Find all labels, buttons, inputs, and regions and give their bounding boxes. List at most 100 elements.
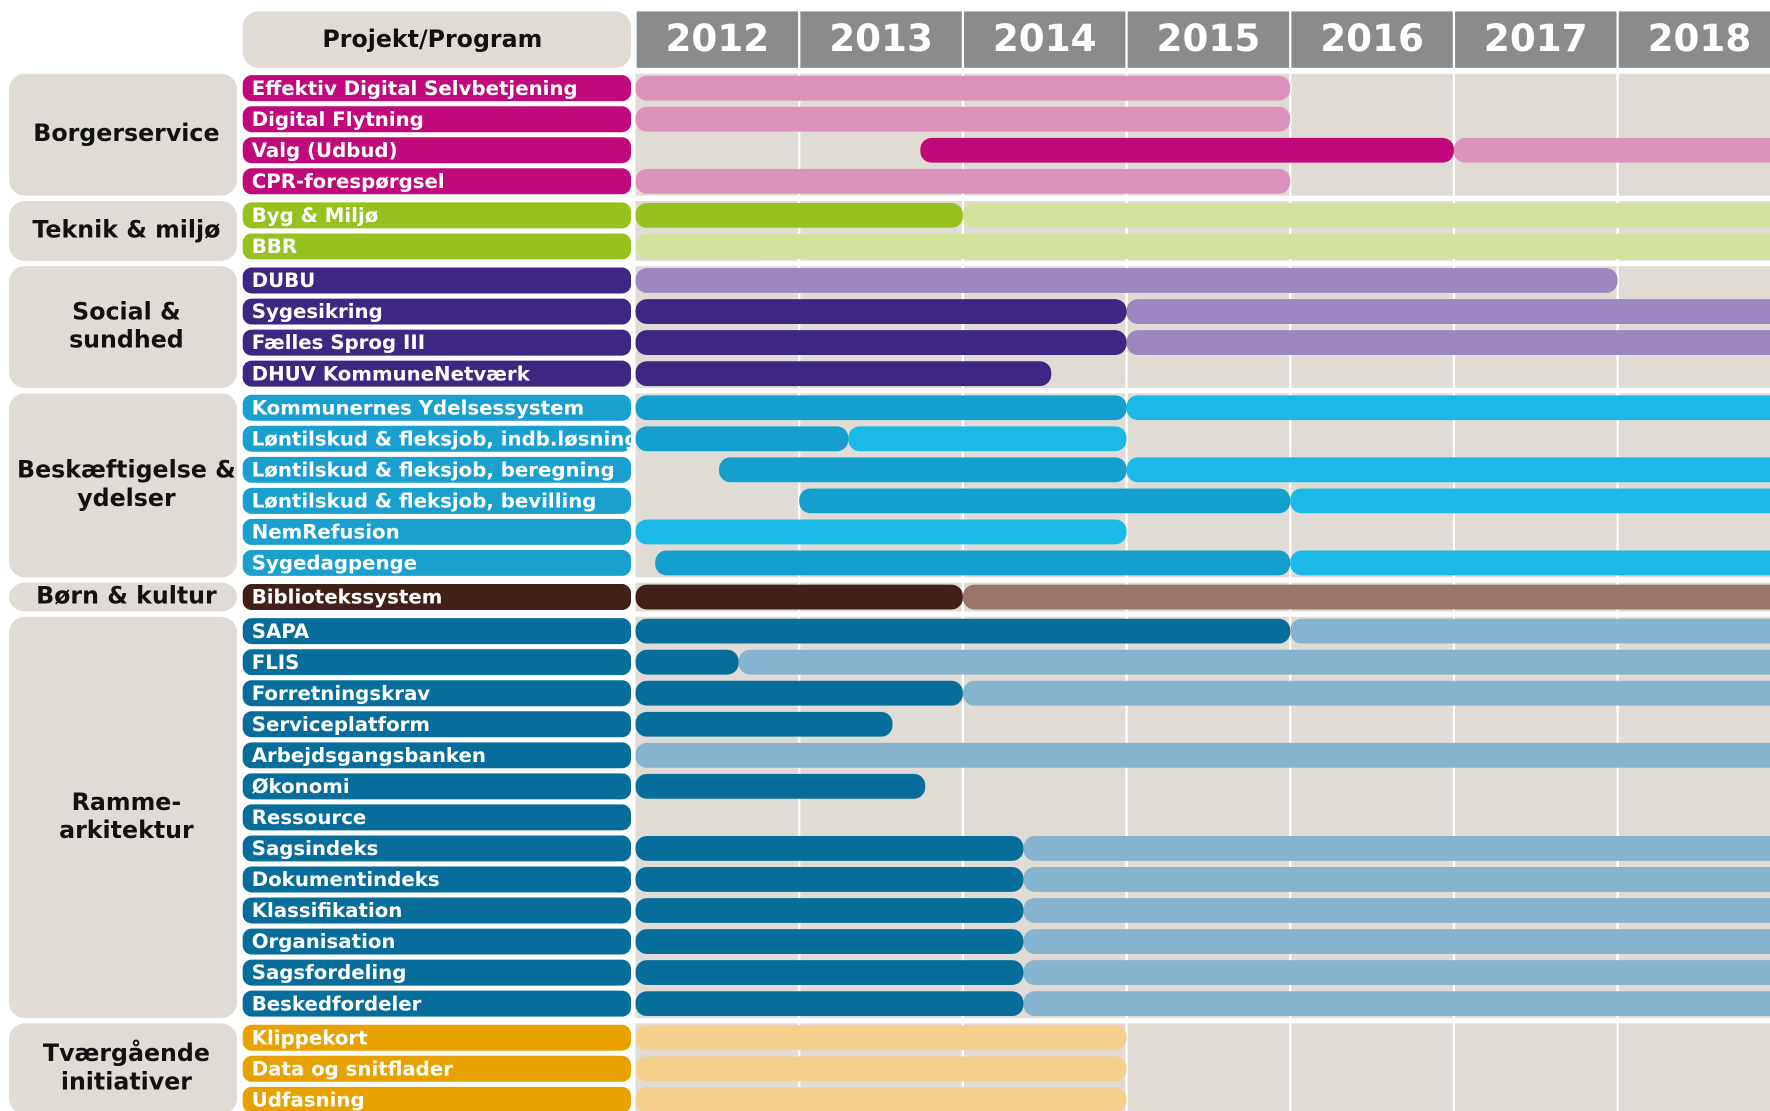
task-pill [242,959,632,986]
year-header [1618,11,1770,68]
year-label: 2018 [1648,16,1752,60]
phase-bar [1290,550,1770,576]
phase-bar [1023,929,1770,954]
task-pill [242,649,632,676]
group-label: Borgerservice [33,119,219,147]
task-pill [242,202,632,229]
header-box [242,11,632,68]
year-label: 2012 [666,16,770,60]
task-pill [242,456,632,483]
phase-bar [635,898,1024,923]
phase-bar [635,680,963,706]
task-label: BBR [252,235,297,258]
task-label: Organisation [252,930,396,953]
phase-bar [1023,991,1770,1017]
task-pill [242,711,632,738]
phase-bar [635,299,1127,324]
task-label: Beskedfordeler [252,992,422,1015]
phase-bar [1023,898,1770,923]
group-label: Børn & kultur [36,582,217,610]
task-pill [242,329,632,356]
group-label: Beskæftigelse & [17,456,236,484]
timeline-band [635,616,1770,1019]
task-pill [242,168,632,195]
task-label: SAPA [252,620,310,643]
year-label: 2016 [1320,16,1424,60]
phase-bar [635,1025,1127,1051]
group-panel [9,393,238,578]
phase-bar [1126,395,1770,421]
task-label: Digital Flytning [252,108,424,131]
phase-bar [635,168,1291,194]
phase-bar [635,268,1618,293]
phase-bar [635,584,963,610]
phase-bar [962,584,1770,610]
year-label: 2014 [993,16,1097,60]
task-label: Data og snitflader [252,1057,453,1080]
task-pill [242,137,632,164]
task-label: Effektiv Digital Selvbetjening [252,77,578,100]
group-label: sundhed [69,326,184,354]
task-label: Sygesikring [252,300,383,323]
year-header [800,11,962,68]
phase-bar [719,457,1127,483]
task-label: DHUV KommuneNetværk [252,362,531,385]
phase-bar [635,867,1024,892]
task-label: Udfasning [252,1088,365,1111]
phase-bar [1023,836,1770,861]
task-pill [242,680,632,707]
task-label: Økonomi [252,775,350,798]
task-pill [242,773,632,800]
phase-bar [635,395,1127,421]
task-label: Dokumentindeks [252,868,440,891]
phase-bar [799,488,1291,514]
phase-bar [962,680,1770,706]
phase-bar [1126,330,1770,356]
phase-bar [635,330,1127,356]
group-panel [9,1023,238,1111]
phase-bar [848,426,1127,452]
phase-bar [635,836,1024,861]
task-pill [242,618,632,645]
task-label: Valg (Udbud) [252,139,398,162]
task-pill [242,804,632,831]
group-label: initiativer [61,1067,192,1095]
phase-bar [962,202,1770,228]
phase-bar [635,1087,1127,1111]
phase-bar [738,649,1770,675]
task-label: FLIS [252,651,300,674]
phase-bar [635,960,1024,986]
task-pill [242,1055,632,1082]
task-pill [242,75,632,102]
phase-bar [635,202,963,228]
group-panel [9,266,238,389]
task-pill [242,1024,632,1051]
task-pill [242,1086,632,1111]
phase-bar [1453,137,1770,163]
task-pill [242,267,632,294]
group-panel [9,616,238,1019]
phase-bar [1290,618,1770,644]
group-panel [9,73,238,196]
task-pill [242,425,632,452]
group-label: arkitektur [59,816,194,844]
group-label: Ramme- [72,788,182,816]
phase-bar [635,711,893,737]
year-label: 2013 [829,16,933,60]
task-label: Sygedagpenge [252,552,417,575]
task-pill [242,549,632,576]
year-label: 2017 [1484,16,1588,60]
phase-bar [1126,299,1770,324]
task-pill [242,487,632,514]
phase-bar [635,106,1291,132]
year-header [1455,11,1617,68]
phase-bar [635,742,1770,768]
phase-bar [635,361,1052,387]
task-label: Løntilskud & fleksjob, indb.løsning [252,427,639,450]
phase-bar [1290,488,1770,514]
task-label: Klippekort [252,1026,368,1049]
task-label: Bibliotekssystem [252,586,443,609]
task-label: Løntilskud & fleksjob, bevilling [252,489,597,512]
task-pill [242,584,632,611]
